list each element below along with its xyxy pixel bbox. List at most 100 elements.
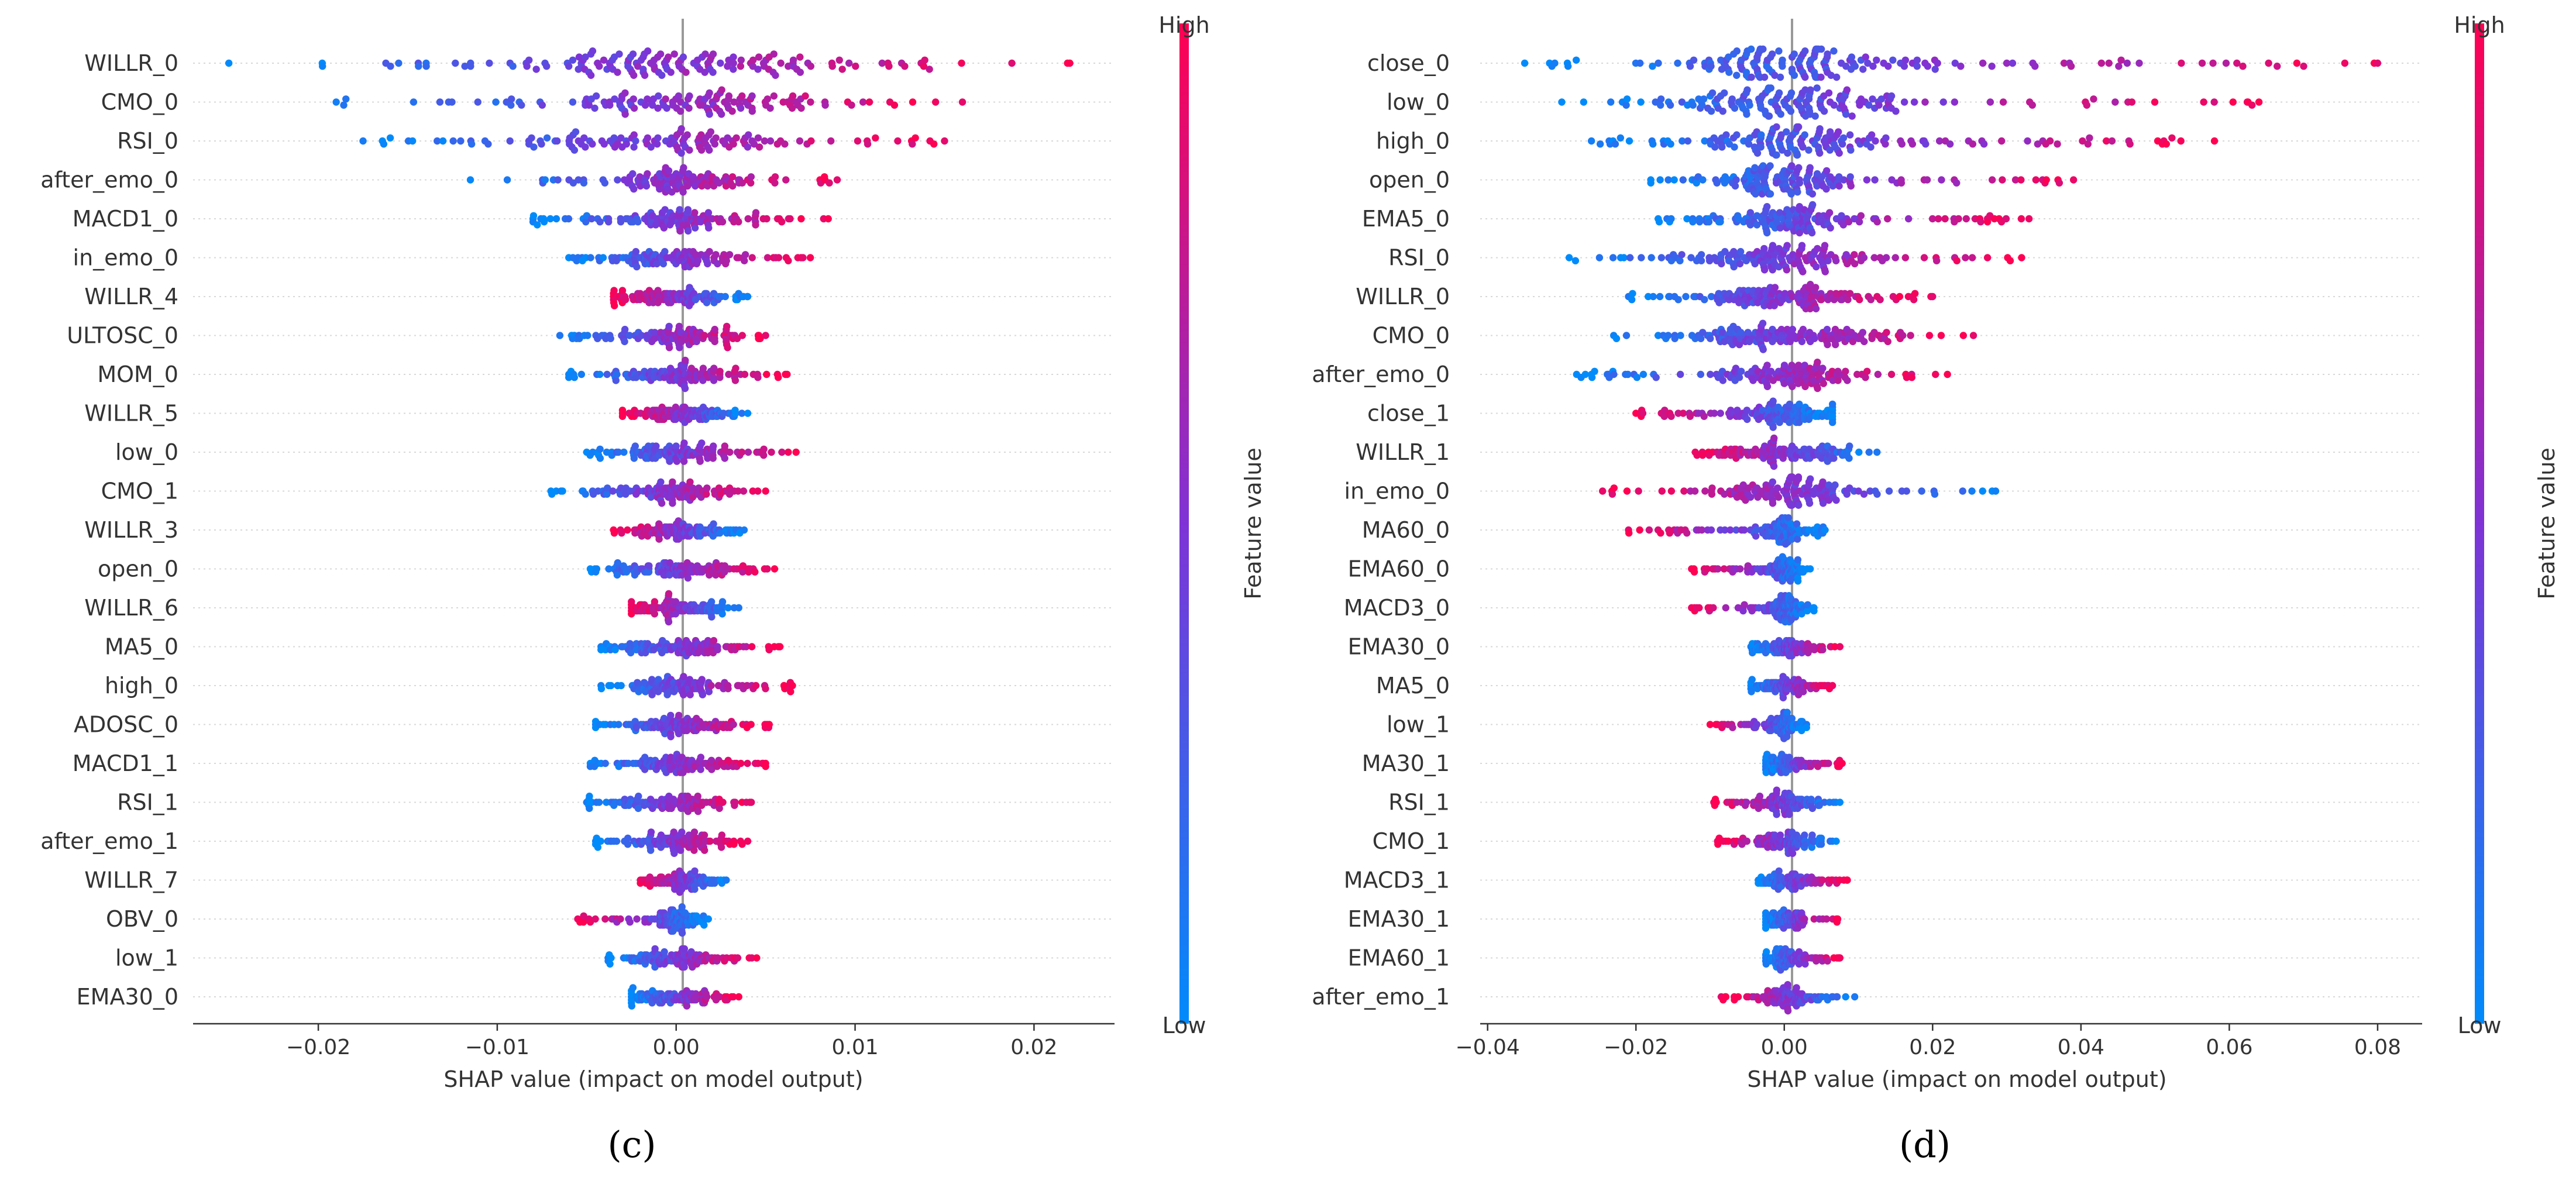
panel-d-shap-point xyxy=(1674,296,1682,304)
panel-c-feature-label: MACD1_0 xyxy=(73,206,178,232)
panel-c-shap-point xyxy=(774,374,782,381)
panel-c-shap-point xyxy=(765,721,773,728)
panel-d-shap-point xyxy=(1913,56,1921,64)
panel-c-shap-point xyxy=(680,945,689,953)
panel-d-shap-point xyxy=(1655,59,1662,67)
panel-d-shap-point xyxy=(1901,56,1910,64)
panel-c-shap-point xyxy=(684,206,692,214)
panel-c-shap-point xyxy=(712,134,720,142)
panel-c-shap-point xyxy=(958,59,965,67)
panel-d-shap-point xyxy=(1771,284,1779,291)
panel-d-shap-point xyxy=(1777,111,1784,118)
panel-d-shap-point xyxy=(1636,59,1644,67)
panel-d-shap-point xyxy=(1737,367,1745,375)
panel-c-shap-point xyxy=(926,66,933,73)
panel-d-shap-point xyxy=(1846,131,1854,139)
panel-c-shap-point xyxy=(543,63,551,70)
panel-c-shap-point xyxy=(629,170,637,178)
panel-c-shap-point xyxy=(700,332,709,339)
panel-c-shap-point xyxy=(708,613,716,621)
panel-d-shap-point xyxy=(1807,86,1814,94)
panel-c-shap-point xyxy=(587,215,596,223)
panel-c-shap-point xyxy=(691,209,699,216)
panel-c-shap-point xyxy=(592,92,600,100)
panel-d-shap-point xyxy=(1596,140,1604,148)
panel-c-shap-point xyxy=(706,146,713,154)
panel-c-shap-point xyxy=(620,448,628,456)
panel-d-shap-point xyxy=(1830,47,1838,55)
panel-c-shap-point xyxy=(667,733,675,741)
panel-c-shap-point xyxy=(630,455,638,462)
panel-d-shap-point xyxy=(1591,367,1598,375)
panel-c-shap-point xyxy=(732,364,740,372)
panel-d-shap-point xyxy=(1558,98,1566,106)
panel-c-shap-point xyxy=(744,759,751,768)
panel-c-shap-point xyxy=(386,134,394,142)
panel-d-shap-point xyxy=(1885,487,1893,495)
panel-c-shap-point xyxy=(710,364,718,372)
panel-c-feature-label: MACD1_1 xyxy=(73,751,178,776)
panel-d-shap-point xyxy=(1775,89,1783,97)
panel-c-shap-point xyxy=(706,247,713,256)
panel-d-shap-point xyxy=(1693,179,1700,187)
panel-d-shap-point xyxy=(1979,59,1987,67)
panel-d-shap-point xyxy=(1637,98,1645,106)
panel-c-shap-point xyxy=(752,682,760,690)
panel-c-shap-point xyxy=(807,98,814,106)
panel-d-shap-point xyxy=(1708,484,1716,492)
panel-d-shap-point xyxy=(1799,325,1807,333)
panel-c-shap-point xyxy=(694,807,702,815)
panel-c-shap-point xyxy=(706,111,713,118)
panel-c-shap-point xyxy=(789,56,797,64)
panel-c-feature-label: after_emo_0 xyxy=(40,167,178,193)
panel-d-shap-point xyxy=(1564,63,1572,70)
panel-d-shap-point xyxy=(1860,338,1868,346)
panel-d-shap-point xyxy=(1887,370,1896,378)
panel-d-shap-point xyxy=(2300,63,2307,70)
panel-d-shap-point xyxy=(1689,218,1697,226)
panel-c-shap-point xyxy=(715,179,723,187)
panel-c-shap-point xyxy=(821,101,829,109)
panel-c-shap-point xyxy=(618,287,627,294)
panel-d-shap-point xyxy=(1759,45,1767,53)
panel-c-shap-point xyxy=(591,915,599,923)
panel-c-shap-point xyxy=(890,101,899,109)
panel-d-shap-point xyxy=(1843,86,1851,94)
panel-c-shap-point xyxy=(788,104,796,112)
panel-c-shap-point xyxy=(607,954,615,962)
panel-d-shap-point xyxy=(1939,98,1947,106)
panel-c-shap-point xyxy=(920,63,928,70)
panel-c-shap-point xyxy=(796,68,804,76)
panel-c-shap-point xyxy=(593,565,601,573)
panel-c-shap-point xyxy=(706,837,714,845)
panel-c-shap-point xyxy=(763,370,771,378)
panel-c-shap-point xyxy=(332,98,340,106)
panel-d-shap-point xyxy=(1857,212,1865,219)
panel-c-shap-point xyxy=(644,134,652,142)
panel-d-shap-point xyxy=(2128,98,2136,106)
panel-c-shap-point xyxy=(682,68,690,76)
panel-c-shap-point xyxy=(509,63,517,70)
panel-d-shap-point xyxy=(1733,131,1741,139)
panel-c-shap-point xyxy=(559,487,566,495)
panel-c-shap-point xyxy=(782,176,790,184)
panel-d-shap-point xyxy=(1847,182,1855,190)
panel-c-shap-point xyxy=(613,370,621,378)
panel-c-shap-point xyxy=(600,140,608,148)
panel-d-shap-point xyxy=(1834,377,1842,384)
panel-c-feature-label: CMO_1 xyxy=(101,479,178,504)
panel-c-shap-point xyxy=(617,218,625,226)
panel-c-shap-point xyxy=(921,56,928,64)
panel-d-shap-point xyxy=(1731,182,1739,190)
panel-d-shap-point xyxy=(1957,63,1965,70)
panel-c-shap-point xyxy=(529,212,538,219)
panel-d-shap-point xyxy=(1790,50,1798,58)
panel-c-shap-point xyxy=(718,610,726,618)
panel-c-shap-point xyxy=(737,104,745,112)
panel-d-shap-point xyxy=(1923,176,1931,184)
panel-d-shap-point xyxy=(1801,73,1809,81)
panel-c-shap-point xyxy=(766,104,774,112)
panel-c-shap-point xyxy=(686,92,693,100)
panel-c-shap-point xyxy=(415,63,422,70)
